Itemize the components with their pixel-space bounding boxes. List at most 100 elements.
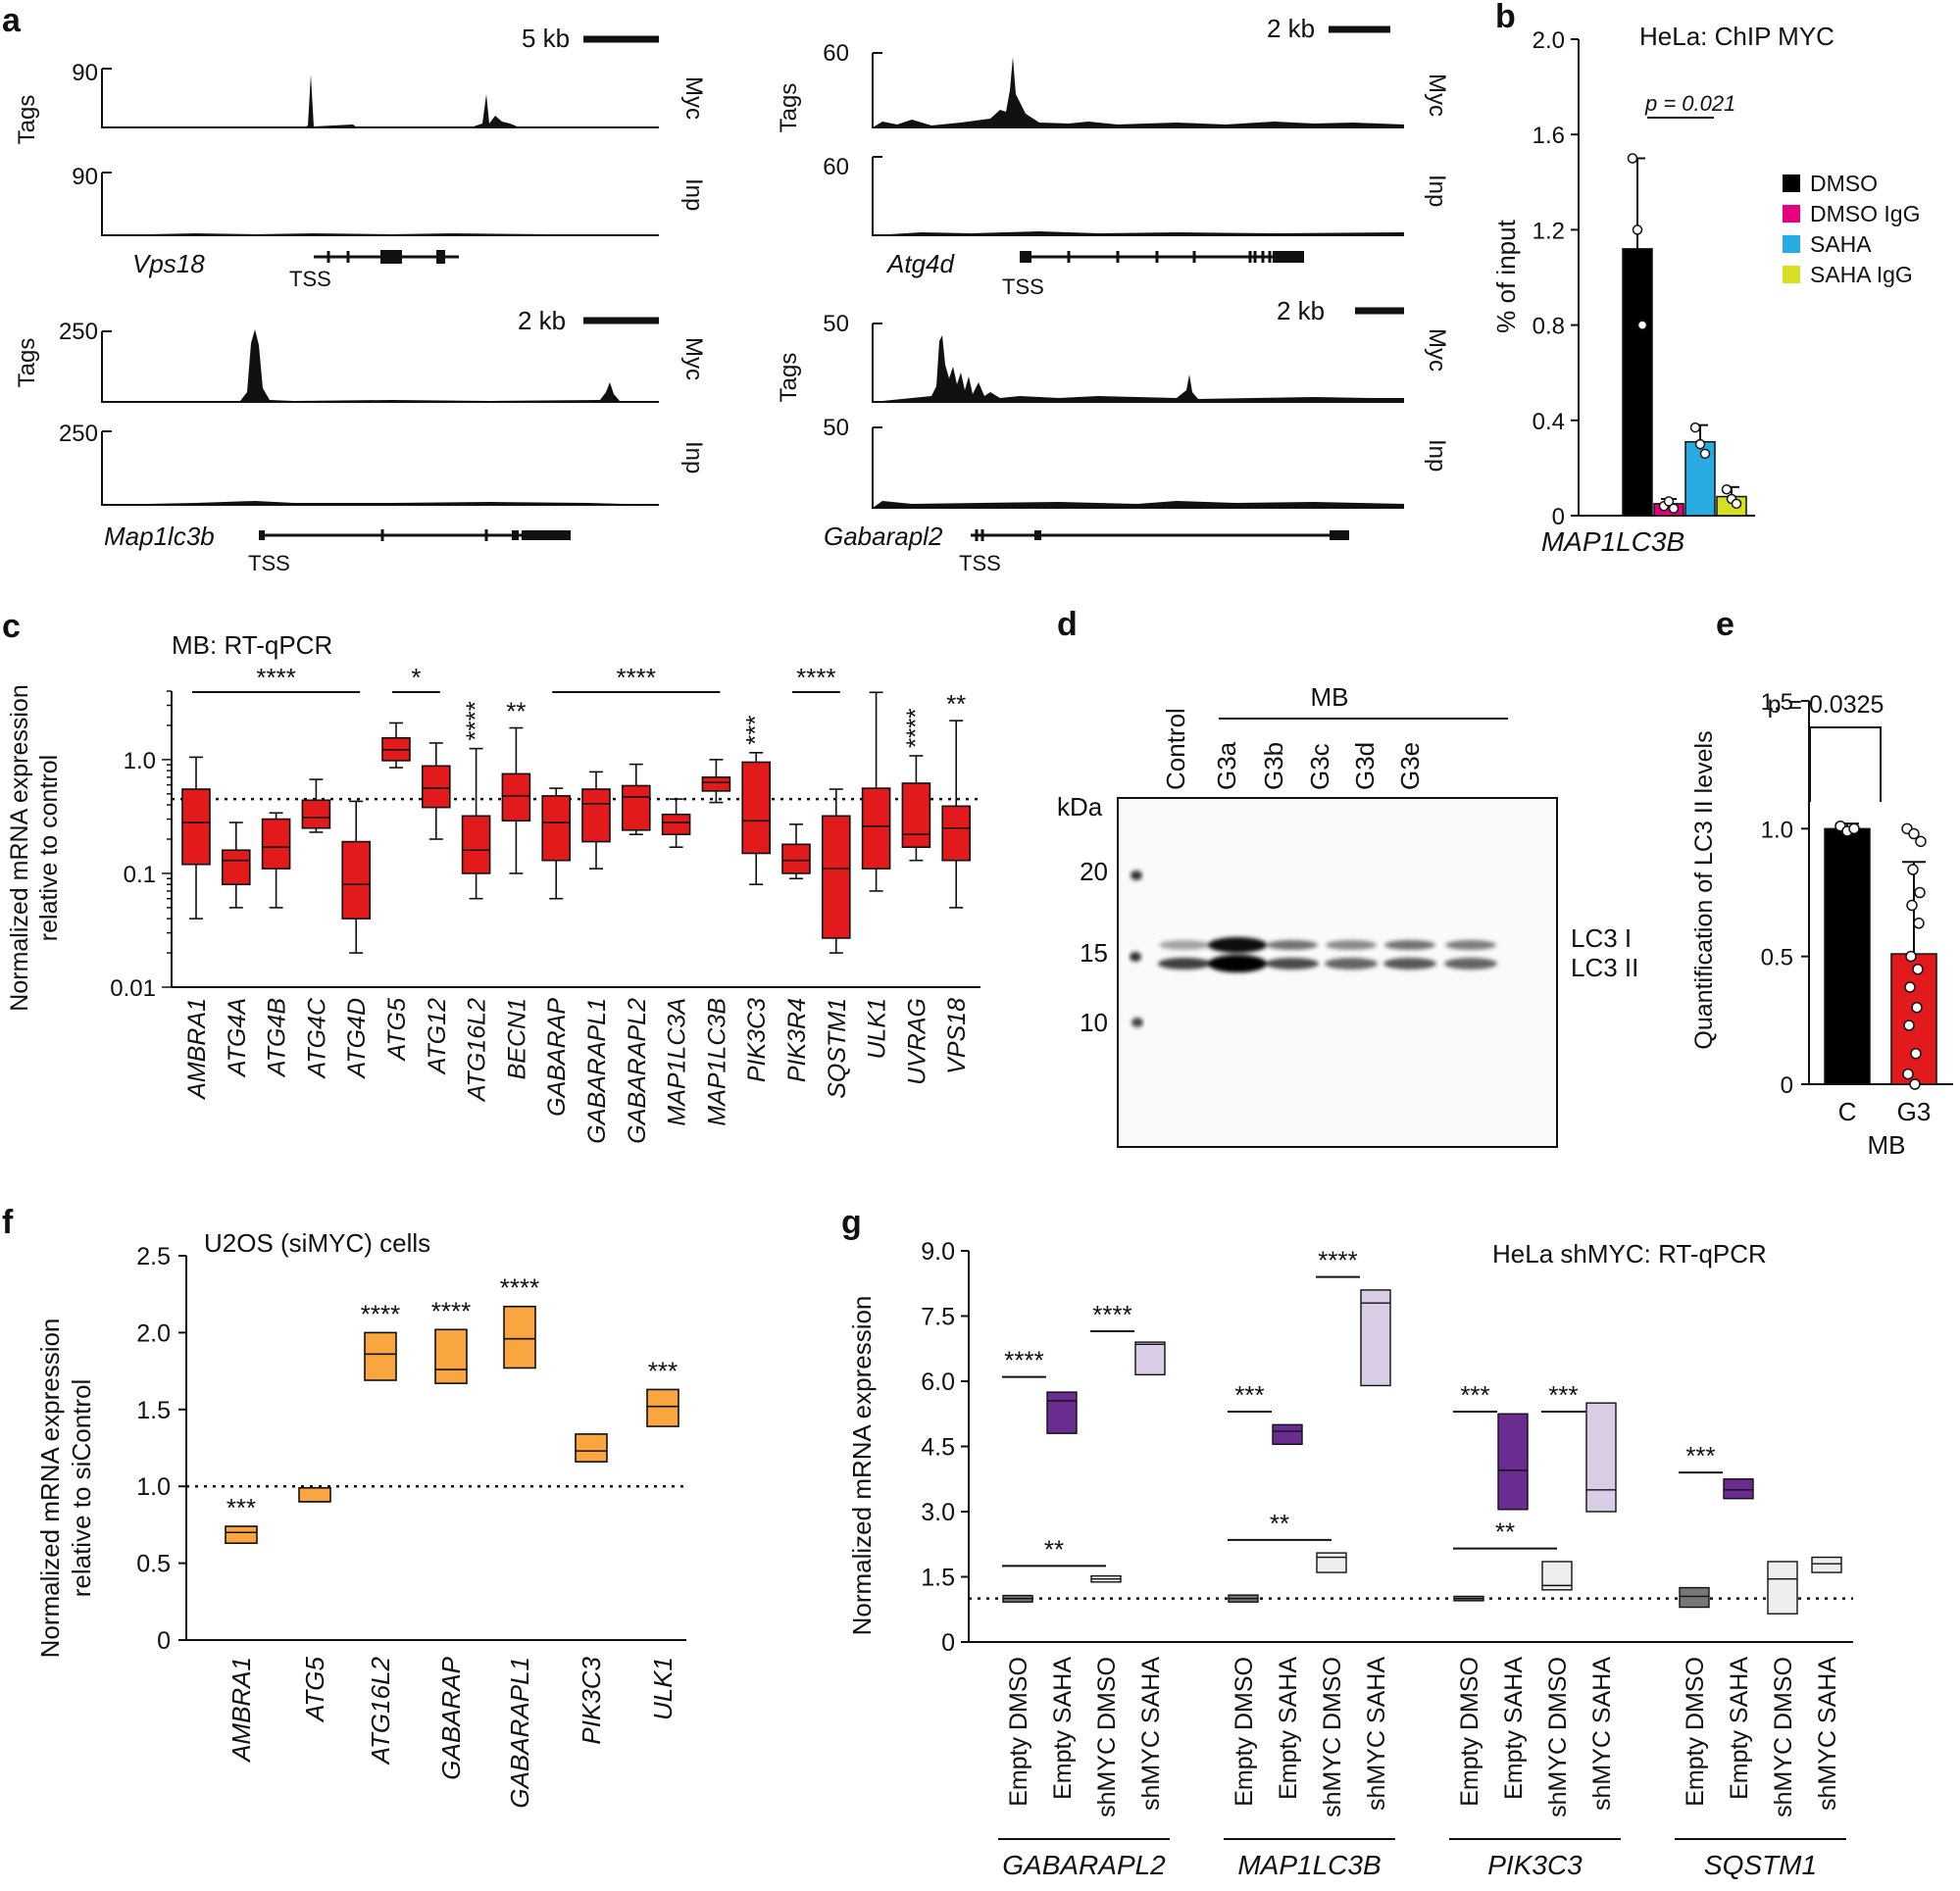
range-bar xyxy=(1811,1556,1842,1573)
y-tick-label: 1.0 xyxy=(136,1473,171,1501)
band-lc3-ii xyxy=(1158,958,1211,970)
scale-label: 2 kb xyxy=(1267,14,1315,43)
inp-max-tick: 250 xyxy=(59,421,98,447)
y-tick-label: 1.5 xyxy=(1761,689,1793,716)
band-lc3-i xyxy=(1267,940,1318,950)
panel-g-chart: HeLa shMYC: RT-qPCR Normalized mRNA expr… xyxy=(847,1238,1853,1880)
box-map1lc3b xyxy=(701,759,731,804)
legend-label: SAHA IgG xyxy=(1810,262,1913,287)
box-pik3c3 xyxy=(741,752,772,885)
x-tick-label: Empty DMSO xyxy=(1456,1657,1483,1807)
band-lc3-i xyxy=(1208,937,1267,953)
y-axis-label: Quantification of LC3 II levels xyxy=(1690,730,1718,1049)
data-point xyxy=(1904,981,1916,993)
bar-dmso xyxy=(1622,248,1653,517)
range-bar-ulk1 xyxy=(646,1388,679,1427)
axes: 0 1.5 3.0 4.5 6.0 7.5 9.0 xyxy=(921,1238,1853,1657)
y-axis: 0 0.4 0.8 1.2 1.6 2.0 xyxy=(1533,27,1755,530)
chart-title: U2OS (siMYC) cells xyxy=(204,1228,430,1258)
chart-title: MB: RT-qPCR xyxy=(172,630,332,660)
data-point xyxy=(1632,224,1643,235)
band-lc3-i xyxy=(1384,940,1435,950)
box xyxy=(341,840,372,920)
lane-label: G3e xyxy=(1395,742,1425,790)
tss-label: TSS xyxy=(248,551,290,575)
data-point xyxy=(1627,153,1638,164)
x-tick-label: shMYC DMSO xyxy=(1544,1657,1572,1817)
box-atg4b xyxy=(261,812,291,909)
y-tick-label: 1.5 xyxy=(136,1397,171,1424)
inp-signal xyxy=(102,501,659,505)
bars xyxy=(1622,153,1747,517)
pvalue-text: p = 0.021 xyxy=(1644,91,1735,116)
bars: C G3 xyxy=(1824,820,1937,1126)
significance-label: **** xyxy=(361,1299,400,1328)
box-atg4c xyxy=(301,778,331,833)
group-label: PIK3C3 xyxy=(1487,1850,1583,1880)
lane-label: Control xyxy=(1161,708,1190,790)
range-bar-atg5 xyxy=(298,1486,331,1503)
box-gabarapl2 xyxy=(621,763,651,835)
x-axis-label: MB xyxy=(1868,1130,1906,1160)
x-tick-labels: AMBRA1 ATG5 ATG16L2 GABARAP GABARAPL1 PIK3C3 U… xyxy=(226,1656,678,1808)
significance-label: *** xyxy=(1548,1380,1578,1410)
myc-axis xyxy=(101,68,659,128)
data-point xyxy=(1910,1047,1922,1060)
significance-label: ** xyxy=(506,697,526,726)
x-tick-label: Empty SAHA xyxy=(1275,1657,1302,1800)
x-tick-label: GABARAP xyxy=(436,1656,466,1779)
exon xyxy=(1330,530,1349,540)
group-label: MAP1LC3B xyxy=(1237,1850,1381,1880)
y-tick-label: 1.6 xyxy=(1533,123,1565,149)
bands xyxy=(1158,937,1497,972)
band-lc3-i xyxy=(1159,940,1210,950)
inp-axis xyxy=(872,426,1404,509)
y-tick-label: 0.5 xyxy=(1761,945,1793,971)
track-ylabel: Tags xyxy=(14,338,40,388)
y-tick-label: 0.01 xyxy=(110,975,156,1002)
data-point xyxy=(1903,1020,1915,1031)
box xyxy=(301,799,331,829)
y-axis-label-1: Normalized mRNA expression xyxy=(6,684,33,1011)
legend-swatch xyxy=(1783,174,1800,192)
inp-label: Inp xyxy=(1424,174,1450,207)
box-atg4a xyxy=(222,821,251,909)
data-point xyxy=(1912,963,1924,975)
x-axis-label: MAP1LC3B xyxy=(1541,526,1684,557)
panel-e-chart: Quantification of LC3 II levels 0 0.5 1.0 1… xyxy=(1690,689,1953,1160)
marker-10: 10 xyxy=(1080,1008,1108,1037)
pvalue-bracket xyxy=(1809,726,1882,802)
band-lc3-i xyxy=(1445,940,1496,950)
range-bar xyxy=(1497,1413,1529,1511)
y-axis-label: Normalized mRNA expression xyxy=(847,1296,877,1636)
y-tick-label: 0.8 xyxy=(1533,314,1565,340)
data-point xyxy=(1907,864,1919,875)
x-tick-label: ATG4A xyxy=(224,998,251,1078)
significance-label: ** xyxy=(1270,1509,1289,1538)
band-lc3-ii xyxy=(1325,958,1378,970)
myc-signal xyxy=(102,75,659,127)
myc-label: Myc xyxy=(1424,328,1450,372)
x-tick-label: SQSTM1 xyxy=(824,998,851,1099)
track-map1lc3b: Tags 250 250 Myc Inp 2 kb Map1lc3b TSS xyxy=(14,306,707,575)
significance-label: *** xyxy=(648,1356,678,1385)
y-tick-label: 1.0 xyxy=(1761,817,1793,843)
x-tick-labels: Empty DMSO Empty SAHA shMYC DMSO shMYC SAHA… xyxy=(998,1657,1846,1880)
box-gabarapl1 xyxy=(581,771,611,870)
y-tick-label: 7.5 xyxy=(921,1304,955,1331)
box xyxy=(501,772,531,822)
data-point xyxy=(1721,484,1733,495)
x-tick-label: AMBRA1 xyxy=(183,998,211,1101)
data-point xyxy=(1911,1002,1923,1014)
y-axis-label-2: relative to siControl xyxy=(67,1379,96,1598)
exon xyxy=(436,250,445,264)
y-tick-label: 4.5 xyxy=(921,1434,955,1462)
significance-label: **** xyxy=(617,663,656,692)
x-tick-label: ATG5 xyxy=(300,1656,329,1723)
data-point xyxy=(1663,496,1675,507)
y-tick-label: 1.0 xyxy=(124,748,156,774)
significance-label: *** xyxy=(1234,1380,1264,1410)
legend-swatch xyxy=(1783,235,1800,253)
panel-a-tracks: Tags 90 90 Myc Inp 5 kb Vps18 TSS Tags 6… xyxy=(14,14,1450,575)
